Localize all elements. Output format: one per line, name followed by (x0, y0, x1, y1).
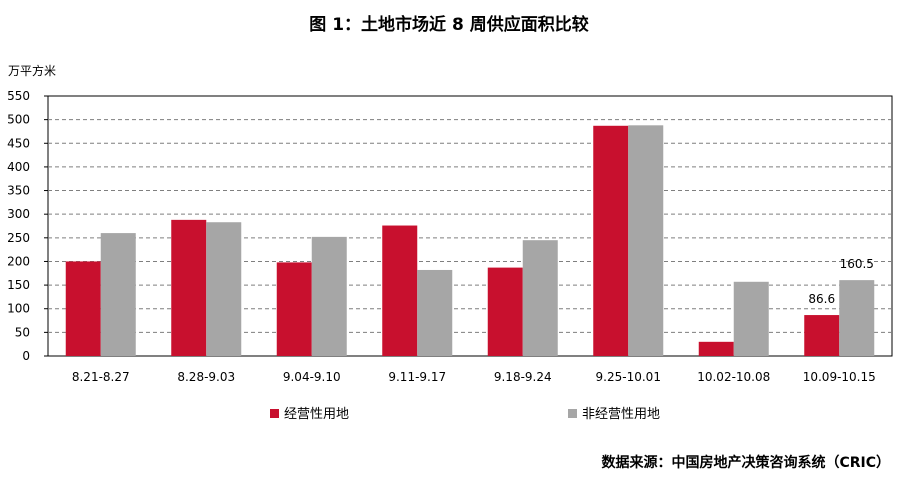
source-note: 数据来源：中国房地产决策咨询系统（CRIC） (601, 454, 890, 471)
legend-label-series-0: 经营性用地 (284, 407, 349, 422)
bar-series-0-1 (171, 219, 207, 356)
x-tick-label: 9.25-10.01 (596, 370, 661, 384)
data-label: 160.5 (840, 257, 874, 271)
y-tick-label: 100 (7, 302, 30, 316)
bar-series-0-7 (804, 315, 840, 356)
x-tick-label: 10.09-10.15 (803, 370, 876, 384)
y-tick-label: 300 (7, 207, 30, 221)
legend: 经营性用地 非经营性用地 (270, 407, 660, 422)
y-tick-label: 50 (15, 325, 30, 339)
y-tick-label: 400 (7, 160, 30, 174)
y-tick-label: 200 (7, 254, 30, 268)
bar-series-1-2 (311, 236, 347, 356)
bar-series-1-6 (733, 281, 769, 356)
data-label: 86.6 (808, 292, 835, 306)
plot-border (47, 95, 893, 357)
legend-label-series-1: 非经营性用地 (582, 407, 660, 422)
bar-series-1-1 (206, 222, 242, 356)
bar-series-1-3 (417, 269, 453, 356)
y-axis-label: 万平方米 (8, 63, 56, 78)
chart-title: 图 1：土地市场近 8 周供应面积比较 (309, 14, 588, 35)
bar-series-0-2 (276, 262, 312, 356)
bar-series-0-0 (65, 261, 101, 356)
y-tick-label: 450 (7, 136, 30, 150)
x-tick-label: 8.28-9.03 (177, 370, 235, 384)
y-tick-label: 150 (7, 278, 30, 292)
bar-series-0-5 (593, 125, 629, 356)
legend-swatch-series-1 (568, 409, 577, 418)
x-tick-label: 9.04-9.10 (283, 370, 341, 384)
bar-series-1-4 (522, 240, 558, 356)
bar-series-1-5 (628, 125, 664, 357)
legend-swatch-series-0 (270, 409, 279, 418)
y-tick-label: 550 (7, 89, 30, 103)
bar-series-0-4 (487, 267, 523, 356)
y-tick-label: 0 (22, 349, 30, 363)
bar-series-0-3 (382, 225, 418, 356)
x-tick-label: 9.18-9.24 (494, 370, 552, 384)
x-tick-label: 8.21-8.27 (72, 370, 130, 384)
y-tick-label: 500 (7, 113, 30, 127)
bar-series-0-6 (698, 341, 734, 356)
bar-series-1-0 (100, 233, 136, 356)
x-tick-label: 10.02-10.08 (697, 370, 770, 384)
x-tick-label: 9.11-9.17 (388, 370, 446, 384)
y-tick-label: 350 (7, 184, 30, 198)
plot-area: 0 50 100 150 200 250 300 350 400 450 500 550 8.21-8.… (7, 89, 893, 384)
y-tick-label: 250 (7, 231, 30, 245)
bar-series-1-7 (839, 280, 875, 356)
